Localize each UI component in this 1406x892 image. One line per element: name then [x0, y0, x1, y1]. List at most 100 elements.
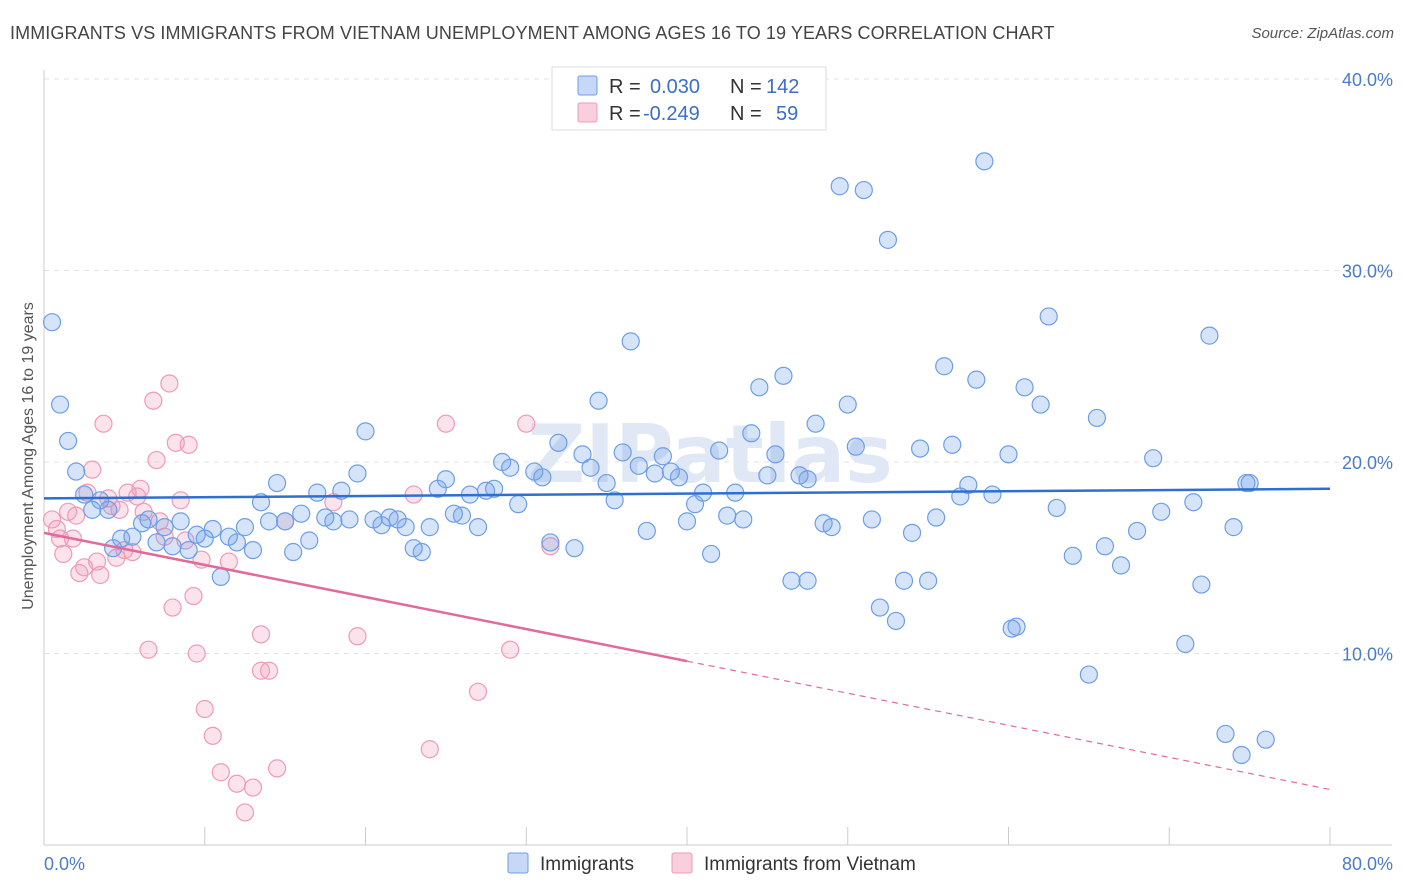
immigrants-point — [59, 431, 78, 451]
vietnam-point — [436, 414, 455, 433]
immigrants-point — [581, 458, 600, 477]
immigrants-point — [396, 518, 415, 537]
immigrants-point — [123, 527, 142, 546]
immigrants-point — [1232, 745, 1251, 765]
immigrants-point — [1192, 575, 1211, 594]
immigrants-point — [155, 518, 174, 537]
immigrants-point — [420, 518, 439, 537]
immigrants-point — [702, 544, 721, 564]
legend-swatch-vietnam — [577, 102, 598, 123]
vietnam-point — [83, 460, 102, 479]
immigrants-point — [806, 414, 825, 433]
immigrants-point — [1127, 521, 1147, 541]
immigrants-point — [935, 357, 954, 376]
vietnam-point — [94, 414, 113, 433]
vietnam-point — [243, 778, 263, 797]
immigrants-point — [340, 510, 359, 529]
immigrants-point — [1144, 449, 1163, 468]
immigrants-point — [99, 500, 118, 519]
immigrants-point — [203, 519, 222, 539]
immigrants-point — [292, 504, 311, 523]
axes — [43, 70, 1392, 846]
immigrants-point — [758, 466, 777, 485]
immigrants-point — [565, 539, 584, 558]
vietnam-point — [251, 625, 271, 644]
legend-r-value-2: -0.249 — [643, 103, 700, 125]
immigrants-point — [766, 445, 785, 464]
immigrants-point — [549, 433, 568, 452]
vietnam-point — [70, 563, 89, 583]
immigrants-point — [227, 533, 246, 552]
immigrants-point — [975, 152, 994, 171]
immigrants-point — [284, 542, 303, 562]
vietnam-point — [131, 479, 150, 498]
immigrants-point — [870, 598, 890, 617]
immigrants-point — [967, 370, 986, 389]
immigrants-point — [259, 512, 279, 531]
immigrants-point — [669, 468, 689, 487]
immigrants-point — [919, 571, 938, 590]
immigrants-point — [1256, 730, 1275, 749]
vietnam-point — [147, 450, 166, 470]
immigrants-point — [605, 491, 624, 510]
immigrants-point — [999, 445, 1018, 464]
legend-r-value-1: 0.030 — [650, 76, 700, 98]
immigrants-trend-line — [43, 487, 1331, 500]
immigrants-point — [589, 391, 608, 410]
immigrants-point — [276, 512, 295, 531]
immigrants-point — [742, 424, 761, 443]
vietnam-trend-line-extension — [686, 660, 1331, 791]
immigrants-point — [42, 313, 62, 332]
immigrants-points — [42, 152, 1275, 765]
x-tick-label: 0.0% — [44, 854, 85, 874]
vietnam-point — [187, 644, 206, 663]
immigrants-point — [734, 510, 753, 529]
vietnam-point — [179, 435, 198, 454]
y-tick-label: 30.0% — [1342, 262, 1393, 282]
immigrants-point — [1200, 326, 1219, 345]
vietnam-point — [184, 586, 203, 606]
immigrants-point — [1095, 537, 1115, 556]
immigrants-point — [211, 567, 230, 587]
immigrants-point — [139, 510, 158, 529]
vietnam-trend-line — [43, 531, 688, 663]
vietnam-point — [203, 726, 222, 745]
immigrants-point — [267, 473, 287, 493]
immigrants-point — [718, 506, 737, 525]
immigrants-point — [50, 395, 70, 414]
immigrants-point — [412, 542, 431, 562]
legend-box: R = 0.030 N = 142 R = -0.249 N = 59 — [551, 66, 827, 131]
immigrants-point — [1047, 498, 1066, 518]
legend-n-value-2: 59 — [776, 103, 798, 125]
immigrants-point — [533, 468, 552, 487]
y-axis-label: Unemployment Among Ages 16 to 19 years — [20, 302, 37, 610]
legend-r-label-2: R = — [609, 103, 641, 125]
immigrants-point — [798, 571, 817, 590]
immigrants-point — [677, 512, 697, 531]
vietnam-point — [171, 491, 190, 510]
immigrants-point — [983, 485, 1002, 504]
bottom-legend-vietnam: Immigrants from Vietnam — [704, 854, 916, 875]
immigrants-point — [324, 512, 343, 531]
vietnam-point — [267, 759, 287, 778]
immigrants-point — [838, 395, 857, 414]
vietnam-point — [47, 519, 66, 539]
immigrants-point — [1184, 493, 1203, 512]
immigrants-point — [1079, 665, 1098, 684]
immigrants-point — [927, 508, 946, 527]
immigrants-point — [356, 422, 375, 441]
immigrants-point — [171, 512, 190, 531]
trend-lines — [43, 487, 1331, 791]
immigrants-point — [902, 523, 922, 542]
immigrants-point — [1039, 307, 1058, 326]
immigrants-point — [436, 470, 455, 489]
vietnam-point — [227, 774, 246, 793]
vietnam-point — [67, 506, 86, 525]
immigrants-point — [894, 571, 914, 590]
immigrants-point — [1216, 724, 1235, 744]
legend-n-label-1: N = — [730, 76, 762, 98]
immigrants-point — [774, 366, 793, 385]
immigrants-point — [943, 435, 962, 454]
vietnam-point — [420, 740, 439, 759]
immigrants-point — [235, 518, 255, 537]
